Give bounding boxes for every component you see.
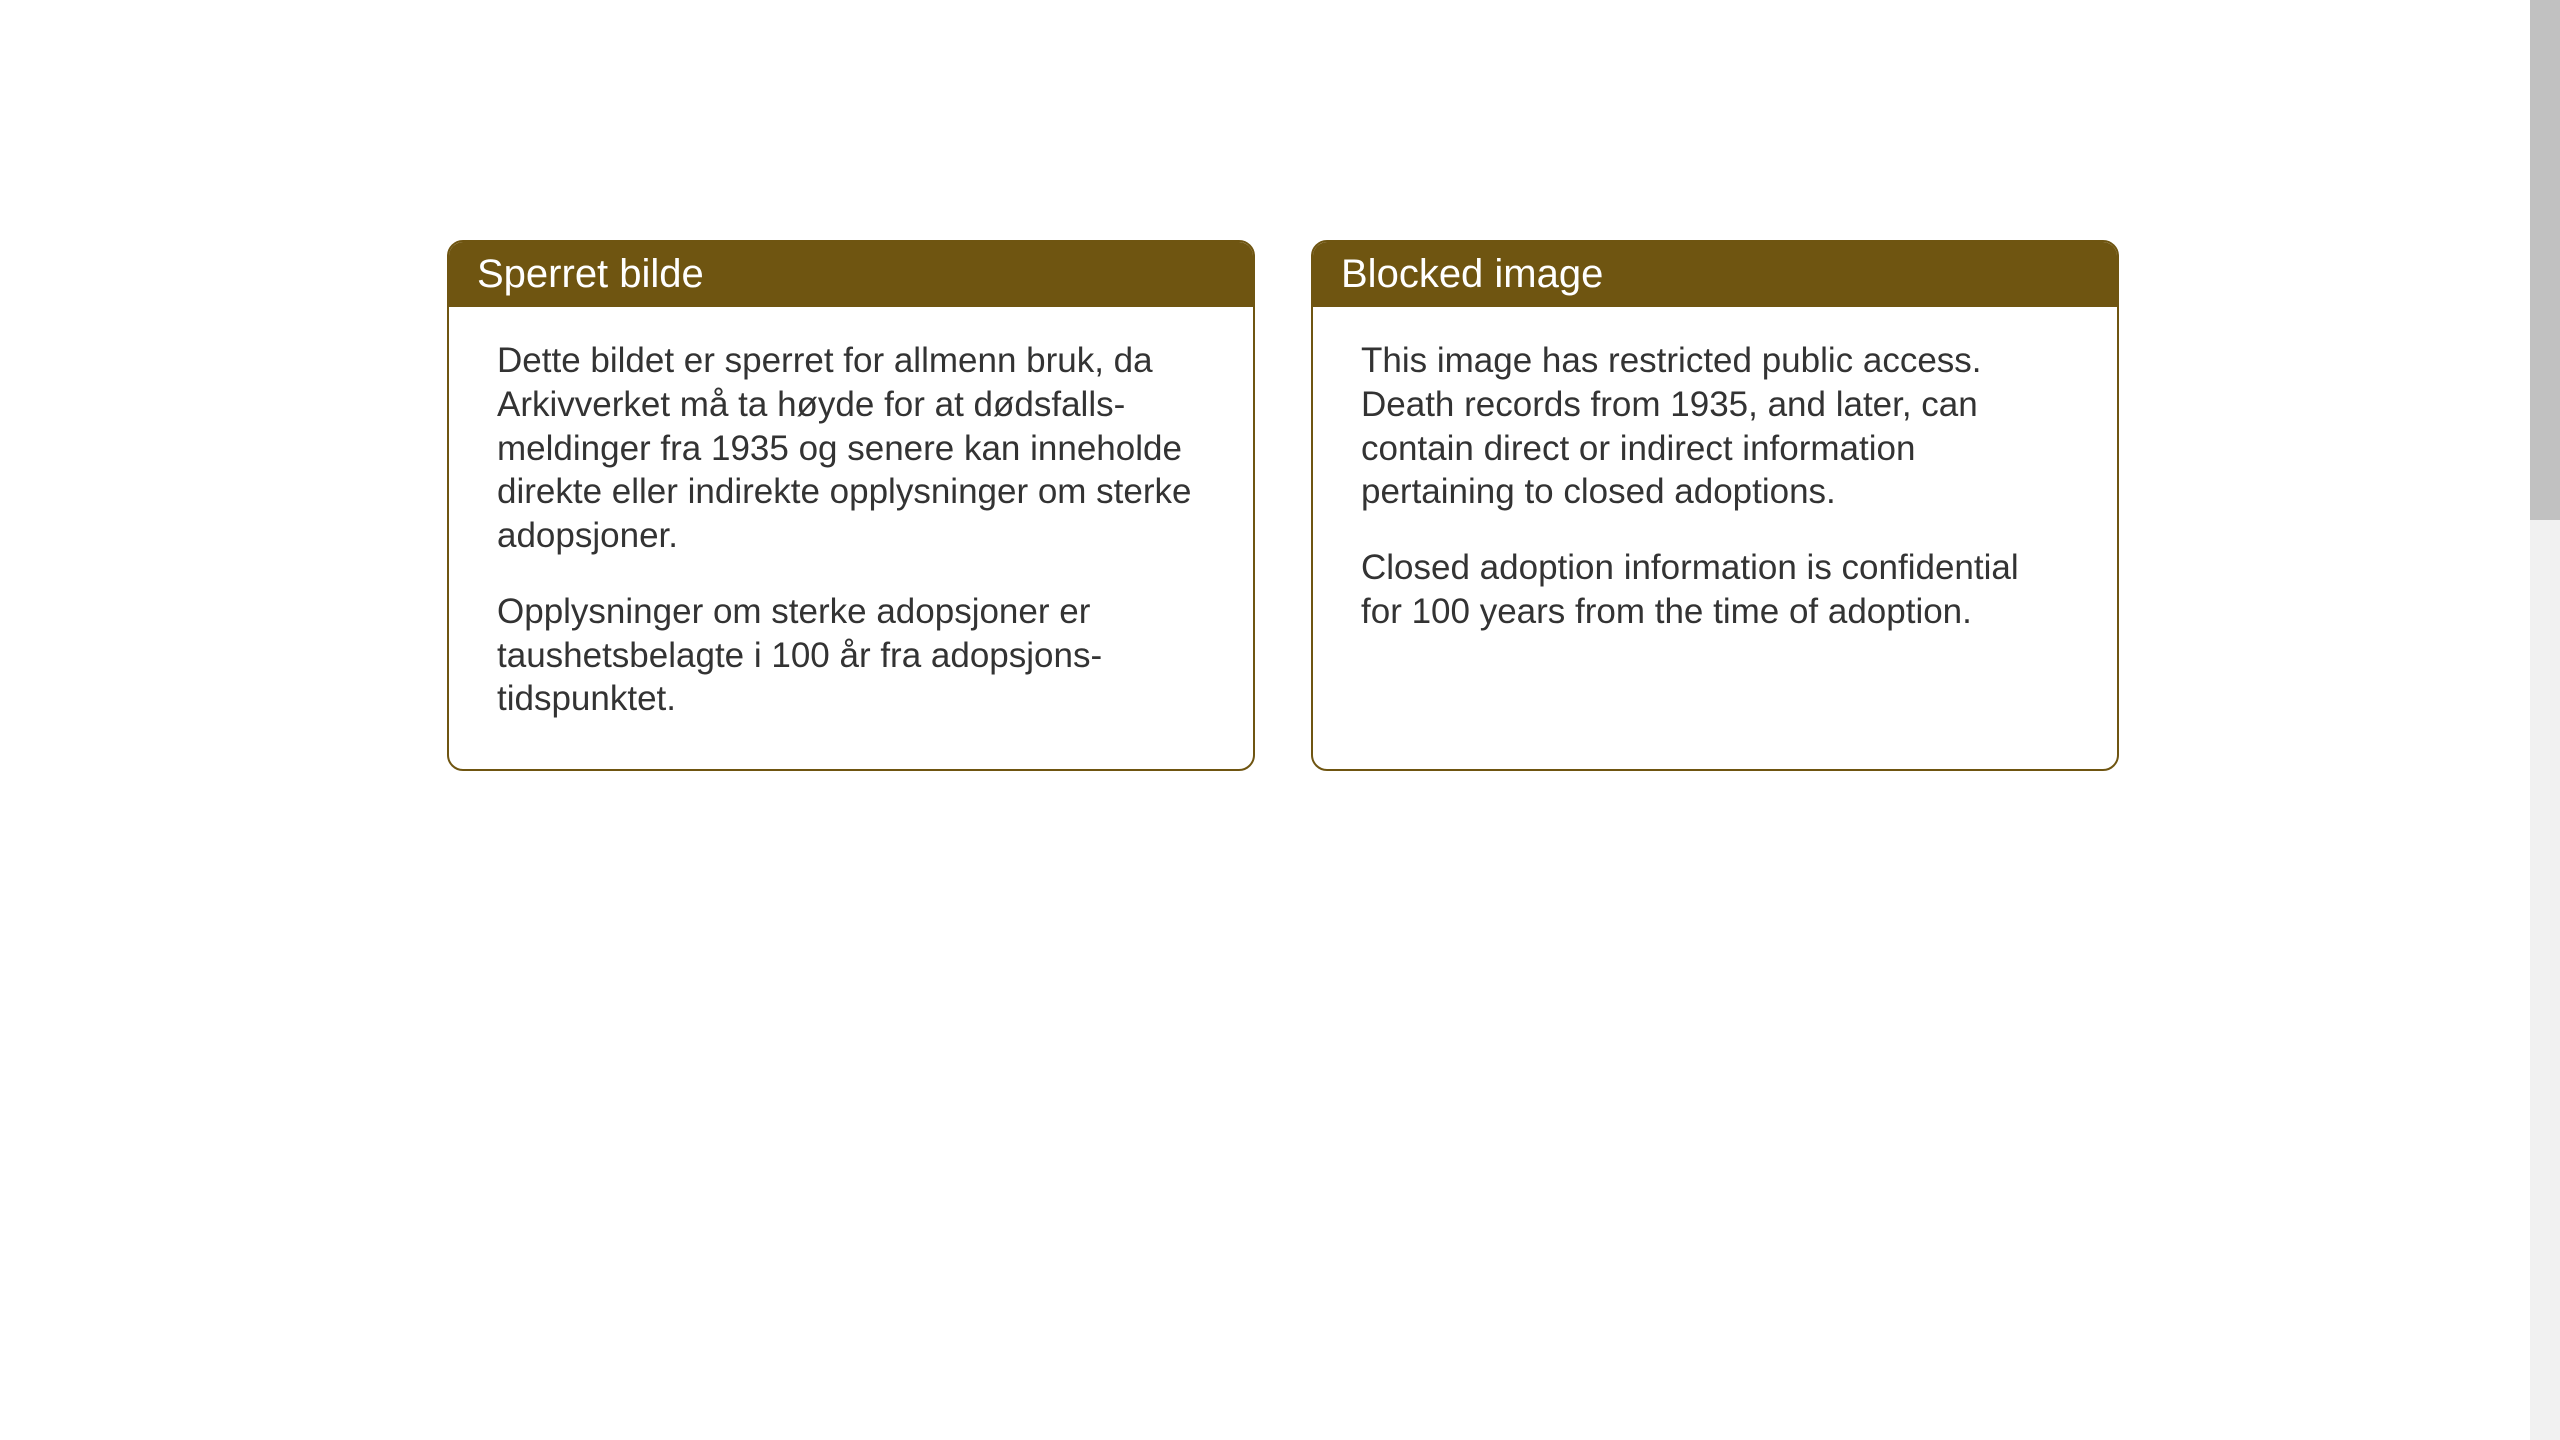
norwegian-paragraph-1: Dette bildet er sperret for allmenn bruk… — [497, 339, 1205, 558]
english-card-title: Blocked image — [1313, 242, 2117, 307]
english-paragraph-2: Closed adoption information is confident… — [1361, 546, 2069, 634]
scrollbar-track[interactable] — [2530, 0, 2560, 1440]
scrollbar-thumb[interactable] — [2530, 0, 2560, 520]
norwegian-card-title: Sperret bilde — [449, 242, 1253, 307]
norwegian-paragraph-2: Opplysninger om sterke adopsjoner er tau… — [497, 590, 1205, 721]
english-info-card: Blocked image This image has restricted … — [1311, 240, 2119, 771]
info-cards-container: Sperret bilde Dette bildet er sperret fo… — [447, 240, 2119, 771]
norwegian-card-body: Dette bildet er sperret for allmenn bruk… — [449, 307, 1253, 769]
english-card-body: This image has restricted public access.… — [1313, 307, 2117, 682]
norwegian-info-card: Sperret bilde Dette bildet er sperret fo… — [447, 240, 1255, 771]
english-paragraph-1: This image has restricted public access.… — [1361, 339, 2069, 514]
